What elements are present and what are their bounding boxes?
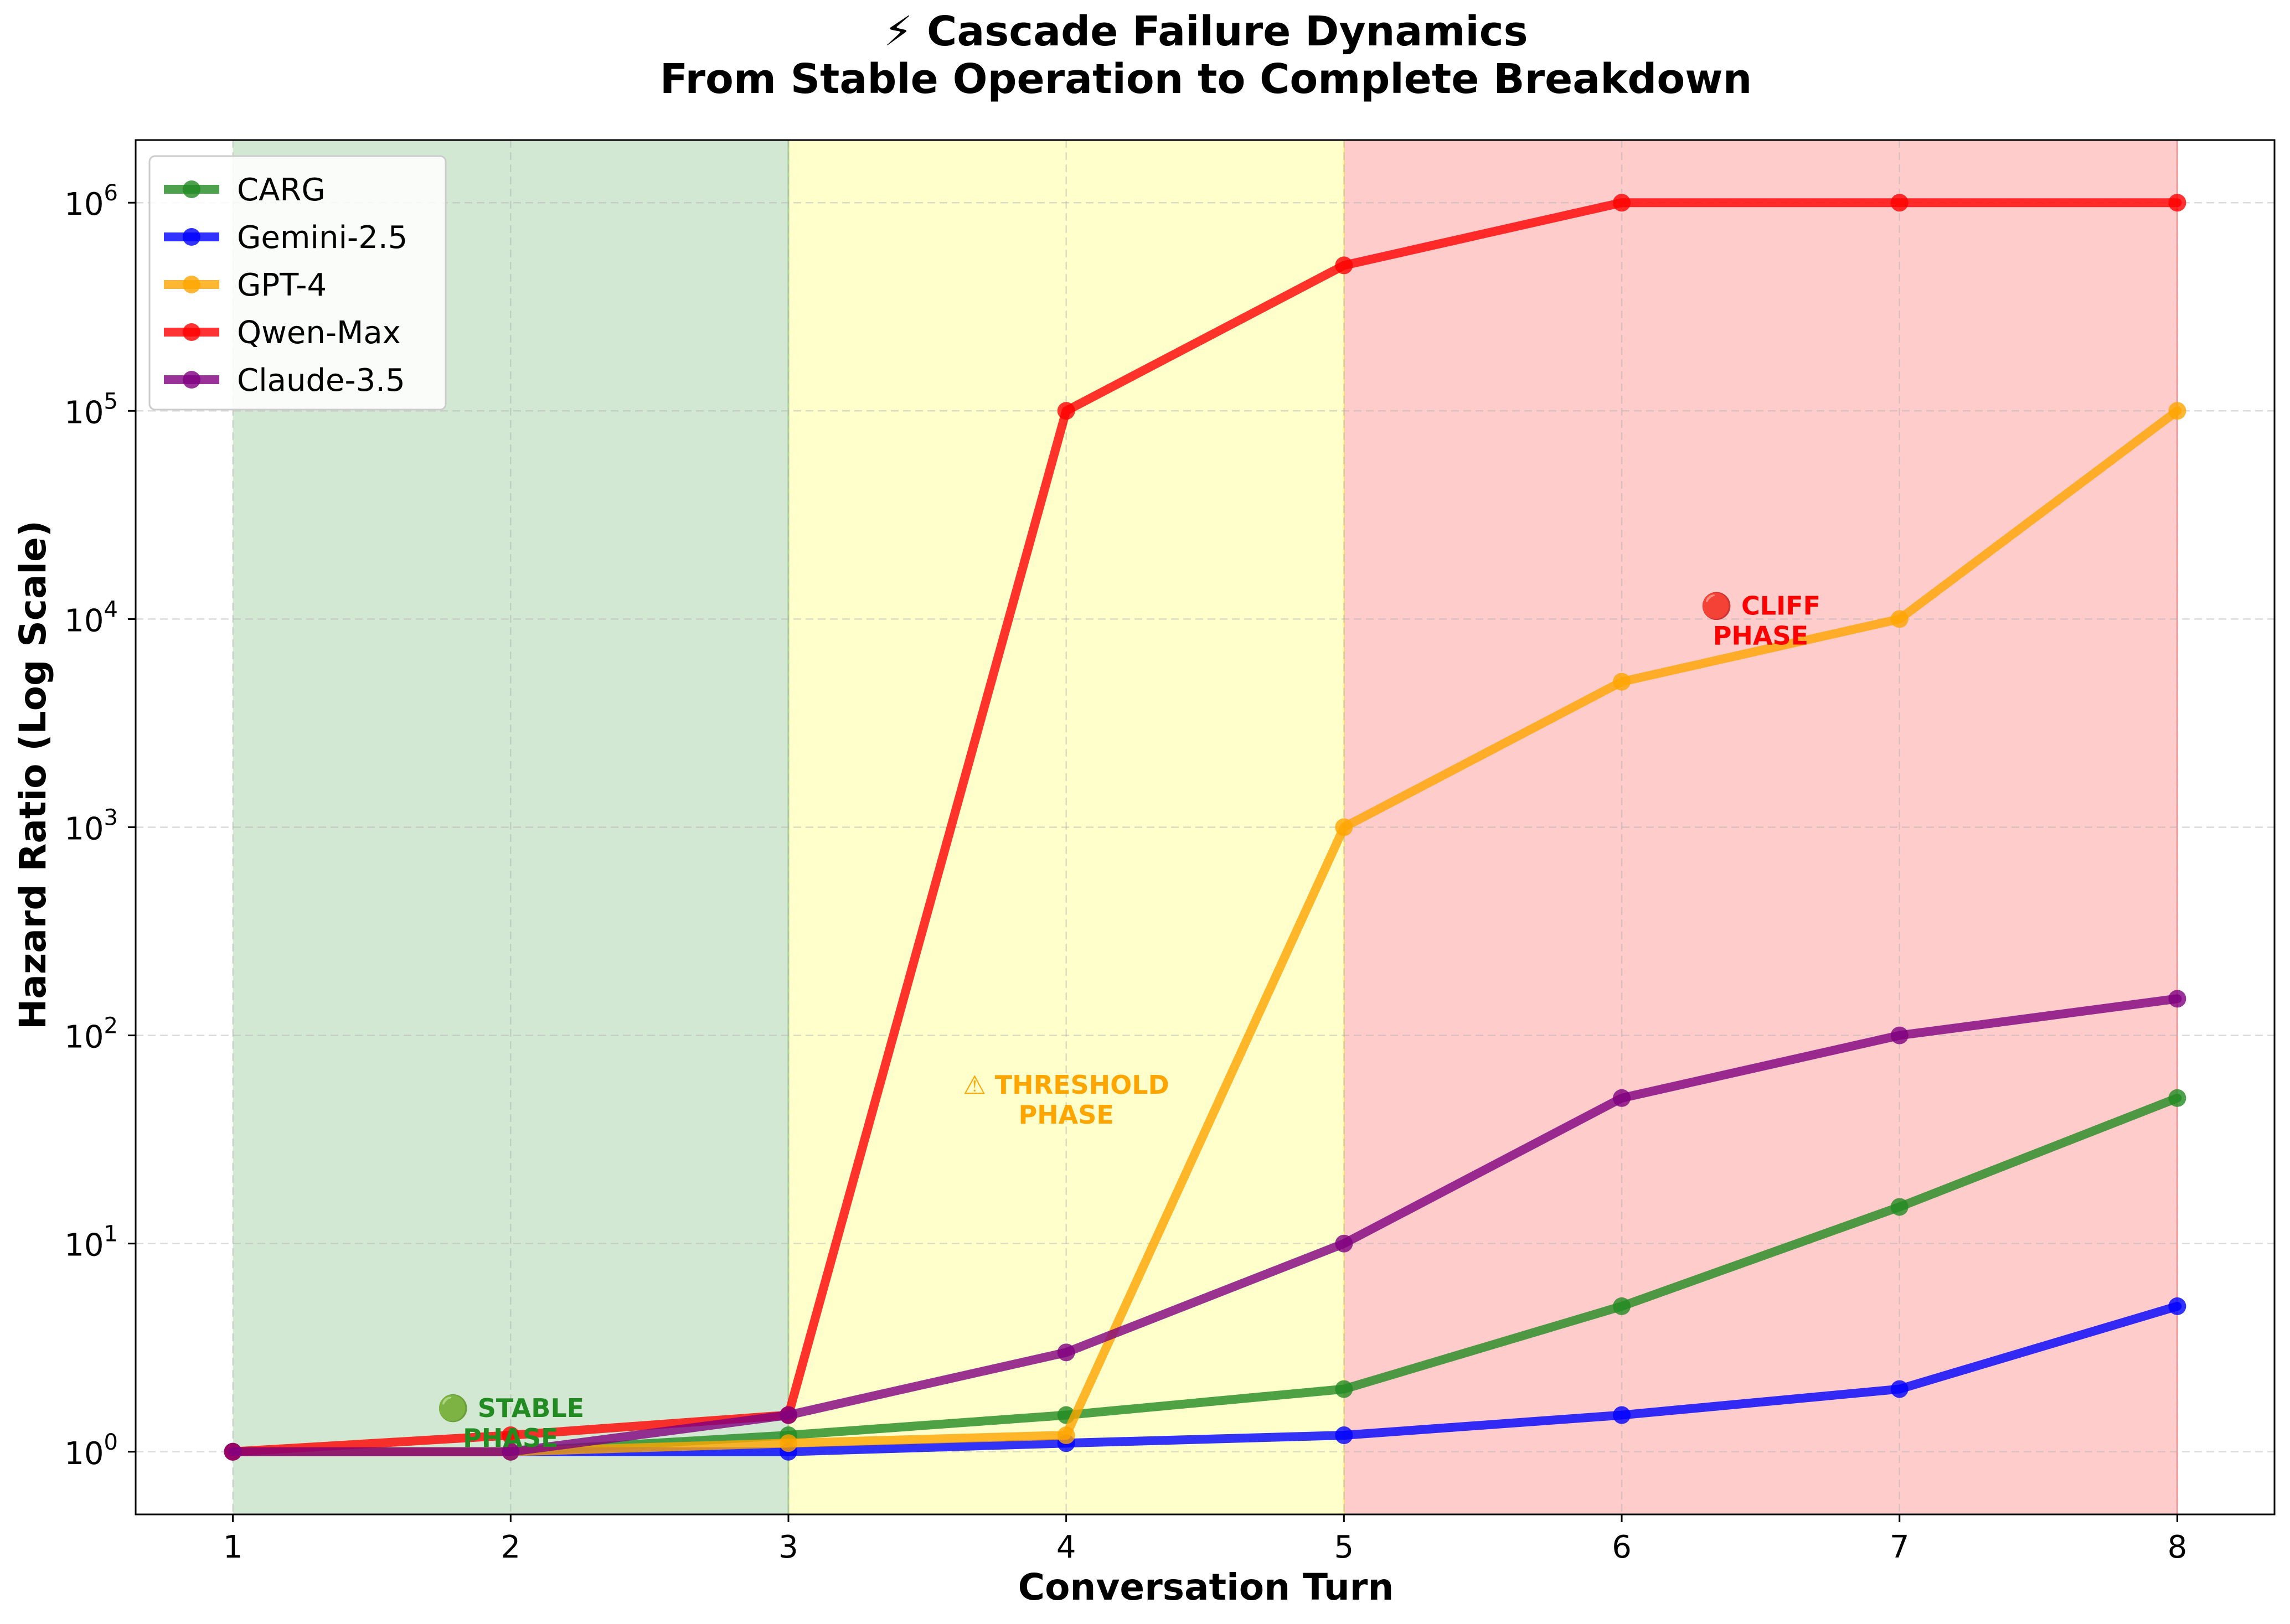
data-point xyxy=(1057,402,1075,420)
y-tick-label: 103 xyxy=(64,805,118,847)
legend-label: Claude-3.5 xyxy=(237,363,405,399)
y-tick-exponent: 3 xyxy=(104,805,118,831)
legend-swatch-marker xyxy=(183,228,200,246)
legend-entry: Gemini-2.5 xyxy=(164,220,408,256)
y-tick-label: 100 xyxy=(64,1430,118,1472)
phase-label-1-line1: 🟢 STABLE xyxy=(437,1393,584,1423)
phase-label-2-line2: PHASE xyxy=(1018,1100,1113,1130)
phase-label-3-line1: 🔴 CLIFF xyxy=(1701,591,1820,620)
data-point xyxy=(1335,1234,1353,1253)
data-point xyxy=(1890,1380,1909,1398)
data-point xyxy=(1613,1297,1631,1315)
data-point xyxy=(2168,990,2186,1008)
y-tick-base: 10 xyxy=(64,395,104,431)
x-tick-label: 4 xyxy=(1056,1529,1076,1565)
data-point xyxy=(1335,1380,1353,1398)
data-point xyxy=(1890,1198,1909,1216)
legend-entry: Qwen-Max xyxy=(164,315,401,351)
data-point xyxy=(1890,1026,1909,1044)
legend-box xyxy=(148,155,447,411)
data-point xyxy=(779,1406,797,1424)
y-tick-label: 105 xyxy=(64,389,118,431)
data-point xyxy=(1613,194,1631,212)
legend-entry: GPT-4 xyxy=(164,267,327,303)
data-point xyxy=(779,1434,797,1452)
phase-band-2 xyxy=(788,140,1344,1514)
data-point xyxy=(2168,1089,2186,1107)
legend-swatch-marker xyxy=(183,276,200,293)
legend: CARG Gemini-2.5 GPT-4 Qwen-Max Claude-3.5 xyxy=(148,155,447,411)
legend-label: GPT-4 xyxy=(237,267,327,303)
series-line xyxy=(228,994,2182,1456)
x-tick-label: 3 xyxy=(778,1529,798,1565)
phase-label-3-line2: PHASE xyxy=(1713,620,1808,650)
phase-bands xyxy=(233,140,2178,1514)
data-point xyxy=(224,1442,242,1461)
y-tick-base: 10 xyxy=(64,811,104,847)
phase-band-3 xyxy=(1344,140,2178,1514)
chart-subtitle: From Stable Operation to Complete Breakd… xyxy=(660,55,1752,103)
legend-label: Qwen-Max xyxy=(237,315,401,351)
series-line xyxy=(228,406,2182,1456)
data-point xyxy=(2168,194,2186,212)
data-point xyxy=(1890,194,1909,212)
y-tick-exponent: 0 xyxy=(104,1430,118,1455)
data-point xyxy=(2168,402,2186,420)
y-tick-exponent: 5 xyxy=(104,389,118,414)
data-point xyxy=(1335,256,1353,275)
y-tick-base: 10 xyxy=(64,1020,104,1056)
data-point xyxy=(1890,610,1909,628)
data-point xyxy=(1057,1343,1075,1362)
legend-label: Gemini-2.5 xyxy=(237,220,408,256)
legend-entry: CARG xyxy=(164,172,326,208)
y-tick-base: 10 xyxy=(64,187,104,223)
data-point xyxy=(1613,1089,1631,1107)
legend-swatch-marker xyxy=(183,180,200,198)
x-tick-label: 8 xyxy=(2168,1529,2188,1565)
legend-swatch-marker xyxy=(183,371,200,389)
y-tick-exponent: 2 xyxy=(104,1013,118,1039)
x-tick-label: 7 xyxy=(1890,1529,1910,1565)
data-point xyxy=(502,1442,520,1461)
y-axis-label: Hazard Ratio (Log Scale) xyxy=(12,520,54,1030)
y-tick-label: 106 xyxy=(64,180,118,223)
data-point xyxy=(1057,1426,1075,1445)
legend-entry: Claude-3.5 xyxy=(164,363,405,399)
phase-label-2-line1: ⚠ THRESHOLD xyxy=(963,1070,1169,1100)
legend-label: CARG xyxy=(237,172,326,208)
data-point xyxy=(2168,1297,2186,1315)
data-point xyxy=(1613,673,1631,691)
series-claude-3-5 xyxy=(224,990,2186,1461)
legend-swatch-marker xyxy=(183,323,200,341)
x-tick-label: 6 xyxy=(1612,1529,1632,1565)
y-tick-exponent: 6 xyxy=(104,180,118,206)
phase-label-1-line2: PHASE xyxy=(463,1423,558,1453)
y-tick-exponent: 4 xyxy=(104,597,118,622)
data-point xyxy=(1613,1406,1631,1424)
series-layer xyxy=(224,194,2186,1461)
data-point xyxy=(1335,1426,1353,1445)
y-tick-label: 104 xyxy=(64,597,118,639)
chart-title: ⚡ Cascade Failure Dynamics xyxy=(884,8,1528,55)
x-tick-label: 2 xyxy=(501,1529,520,1565)
data-point xyxy=(1335,818,1353,836)
x-axis-label: Conversation Turn xyxy=(1018,1566,1394,1609)
y-tick-exponent: 1 xyxy=(104,1222,118,1247)
x-tick-label: 1 xyxy=(223,1529,243,1565)
y-tick-label: 101 xyxy=(64,1222,118,1264)
y-tick-base: 10 xyxy=(64,1436,104,1472)
series-gpt-4 xyxy=(224,402,2186,1461)
y-tick-base: 10 xyxy=(64,603,104,639)
x-tick-label: 5 xyxy=(1334,1529,1354,1565)
y-tick-base: 10 xyxy=(64,1228,104,1264)
series-line xyxy=(228,198,2182,1456)
data-point xyxy=(502,1426,520,1445)
y-tick-label: 102 xyxy=(64,1013,118,1056)
